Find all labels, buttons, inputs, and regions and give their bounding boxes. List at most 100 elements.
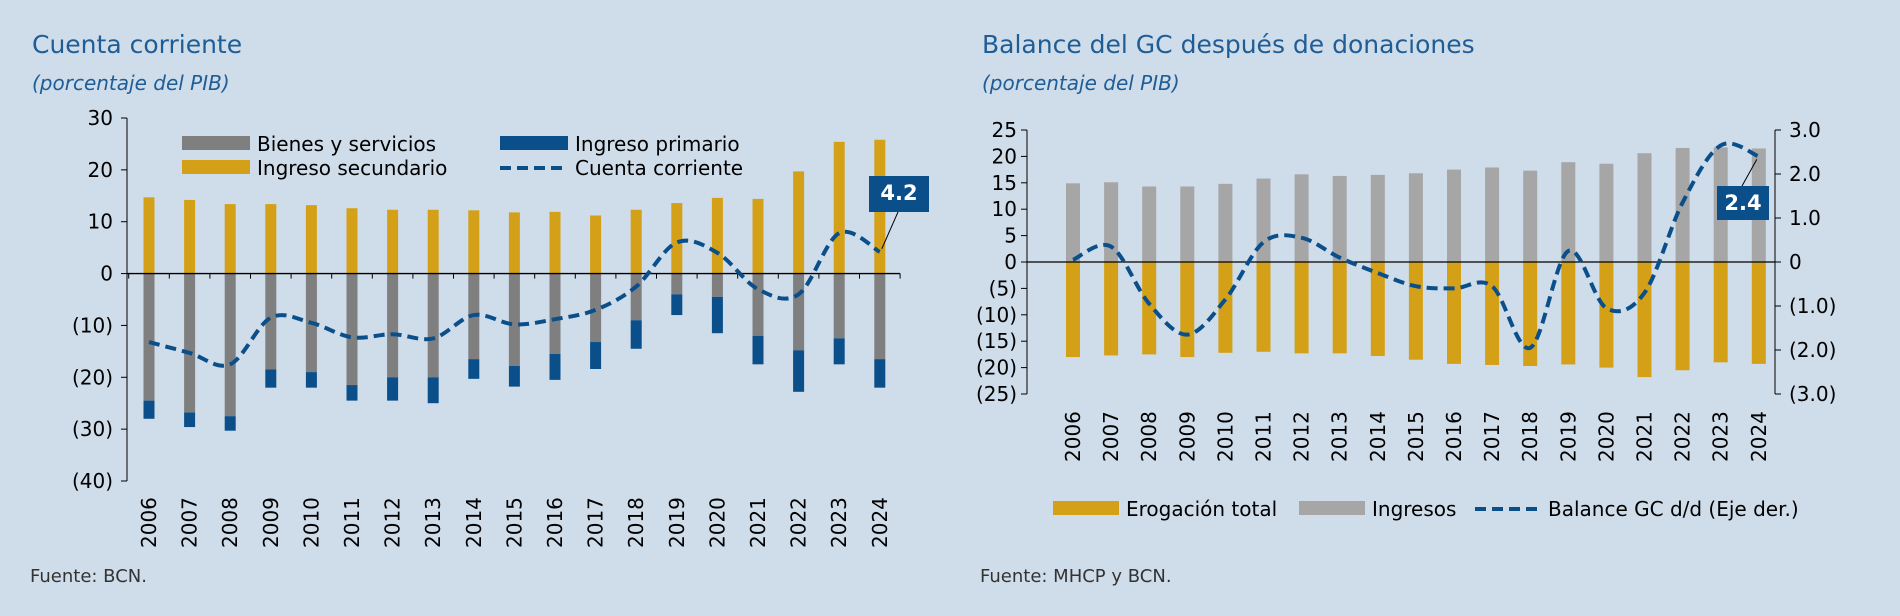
bar-ingreso-secundario: [184, 199, 196, 274]
y-tick-label: 0: [100, 262, 113, 286]
bar-ingresos: [1523, 170, 1538, 262]
x-tick-label: 2023: [827, 497, 851, 548]
bar-erogacion-total: [1599, 262, 1614, 368]
bar-ingreso-secundario: [265, 204, 277, 274]
bar-erogacion-total: [1142, 262, 1157, 355]
bar-ingreso-primario: [346, 385, 358, 401]
bar-bienes-y-servicios: [833, 273, 845, 339]
chart-subtitle: (porcentaje del PIB): [982, 71, 1180, 95]
bar-ingreso-secundario: [224, 204, 236, 274]
chart-source: Fuente: MHCP y BCN.: [980, 566, 1172, 587]
bar-ingreso-primario: [143, 400, 155, 419]
y-right-tick-label: (2.0): [1789, 338, 1836, 362]
annotation-box: [1717, 186, 1769, 220]
bar-ingreso-primario: [711, 296, 723, 334]
x-tick-label: 2022: [787, 497, 811, 548]
legend-label: Ingreso secundario: [257, 156, 447, 180]
line-balance-gc: [1072, 141, 1760, 350]
y-left-tick-label: (25): [976, 382, 1017, 406]
bar-bienes-y-servicios: [590, 273, 602, 343]
bar-bienes-y-servicios: [265, 273, 277, 370]
legend-swatch: [182, 160, 250, 174]
y-tick-label: (40): [72, 469, 113, 493]
bar-ingreso-primario: [549, 353, 561, 380]
legend-label: Cuenta corriente: [575, 156, 743, 180]
bar-bienes-y-servicios: [630, 273, 642, 321]
x-tick-label: 2013: [421, 497, 445, 548]
chart-subtitle: (porcentaje del PIB): [32, 71, 230, 95]
x-tick-label: 2015: [1404, 411, 1428, 462]
bar-ingreso-primario: [224, 416, 236, 431]
bar-ingreso-secundario: [508, 212, 520, 274]
bar-ingreso-primario: [833, 338, 845, 365]
bar-bienes-y-servicios: [793, 273, 805, 351]
x-tick-label: 2019: [1556, 411, 1580, 462]
legend-label: Erogación total: [1126, 497, 1277, 521]
x-tick-label: 2008: [218, 497, 242, 548]
x-tick-label: 2018: [624, 497, 648, 548]
bar-erogacion-total: [1256, 262, 1271, 352]
bar-ingreso-primario: [468, 359, 480, 379]
bar-ingreso-primario: [752, 335, 764, 365]
y-right-tick-label: 3.0: [1789, 118, 1821, 142]
bar-erogacion-total: [1447, 262, 1461, 364]
y-tick-label: (30): [72, 417, 113, 441]
bar-ingreso-secundario: [549, 211, 561, 274]
bar-ingresos: [1142, 186, 1157, 262]
x-tick-label: 2021: [746, 497, 770, 548]
bar-erogacion-total: [1637, 262, 1652, 378]
x-tick-label: 2024: [1747, 411, 1771, 462]
y-left-tick-label: 10: [992, 197, 1017, 221]
bar-ingreso-primario: [630, 320, 642, 349]
y-left-tick-label: 5: [1004, 224, 1017, 248]
bar-bienes-y-servicios: [874, 273, 886, 360]
panel-balance-gc: Balance del GC después de donaciones (po…: [950, 0, 1900, 616]
x-tick-label: 2020: [1594, 411, 1618, 462]
y-right-tick-label: 2.0: [1789, 162, 1821, 186]
y-tick-label: 20: [88, 158, 113, 182]
x-tick-label: 2011: [1252, 411, 1276, 462]
x-tick-label: 2014: [1366, 411, 1390, 462]
x-tick-label: 2009: [1175, 411, 1199, 462]
y-left-tick-label: 15: [992, 171, 1017, 195]
legend-label: Balance GC d/d (Eje der.): [1548, 497, 1799, 521]
x-tick-label: 2007: [178, 497, 202, 548]
bar-erogacion-total: [1523, 262, 1538, 367]
bar-bienes-y-servicios: [671, 273, 683, 295]
y-left-tick-label: (5): [989, 276, 1017, 300]
legend-swatch: [1053, 501, 1119, 515]
bar-ingresos: [1294, 174, 1309, 262]
legend-swatch: [182, 136, 250, 150]
x-tick-label: 2012: [381, 497, 405, 548]
bar-ingresos: [1218, 183, 1233, 262]
y-left-tick-label: 25: [992, 118, 1017, 142]
bar-bienes-y-servicios: [508, 273, 520, 366]
x-tick-label: 2013: [1328, 411, 1352, 462]
annotation-leader: [881, 211, 899, 249]
chart-title: Balance del GC después de donaciones: [982, 30, 1475, 59]
y-tick-label: (20): [72, 365, 113, 389]
bar-bienes-y-servicios: [143, 273, 155, 401]
bar-bienes-y-servicios: [752, 273, 764, 336]
bar-erogacion-total: [1104, 262, 1119, 356]
bar-erogacion-total: [1066, 262, 1080, 358]
annotation-label: 4.2: [880, 181, 917, 205]
bar-ingreso-primario: [671, 294, 683, 316]
bar-ingreso-secundario: [305, 205, 317, 274]
bar-ingresos: [1332, 175, 1347, 262]
bar-ingreso-secundario: [711, 197, 723, 274]
bar-ingreso-primario: [590, 342, 602, 369]
legend-label: Ingresos: [1372, 497, 1456, 521]
y-left-tick-label: (10): [976, 303, 1017, 327]
x-tick-label: 2017: [584, 497, 608, 548]
bar-bienes-y-servicios: [549, 273, 561, 354]
bar-erogacion-total: [1332, 262, 1347, 354]
bar-erogacion-total: [1713, 262, 1728, 363]
bar-bienes-y-servicios: [711, 273, 723, 297]
bar-ingresos: [1599, 163, 1614, 262]
y-right-tick-label: 1.0: [1789, 206, 1821, 230]
bar-erogacion-total: [1561, 262, 1576, 365]
bar-ingreso-primario: [305, 372, 317, 388]
x-tick-label: 2019: [665, 497, 689, 548]
y-left-tick-label: 20: [992, 144, 1017, 168]
